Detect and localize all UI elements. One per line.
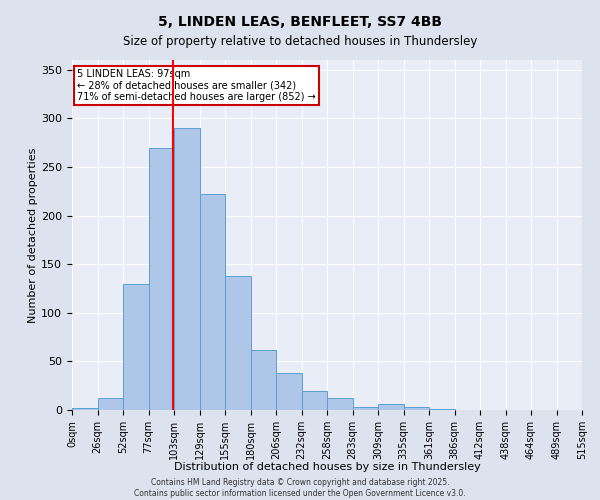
Text: Contains HM Land Registry data © Crown copyright and database right 2025.
Contai: Contains HM Land Registry data © Crown c… <box>134 478 466 498</box>
Bar <box>276 373 302 410</box>
Text: 5, LINDEN LEAS, BENFLEET, SS7 4BB: 5, LINDEN LEAS, BENFLEET, SS7 4BB <box>158 15 442 29</box>
Bar <box>199 194 225 410</box>
Text: Size of property relative to detached houses in Thundersley: Size of property relative to detached ho… <box>123 35 477 48</box>
X-axis label: Distribution of detached houses by size in Thundersley: Distribution of detached houses by size … <box>173 462 481 472</box>
Bar <box>353 407 378 410</box>
Text: 5 LINDEN LEAS: 97sqm
← 28% of detached houses are smaller (342)
71% of semi-deta: 5 LINDEN LEAS: 97sqm ← 28% of detached h… <box>77 69 316 102</box>
Y-axis label: Number of detached properties: Number of detached properties <box>28 148 38 322</box>
Bar <box>302 390 327 410</box>
Bar <box>225 276 251 410</box>
Bar <box>378 404 404 410</box>
Bar <box>327 398 353 410</box>
Bar <box>404 407 429 410</box>
Bar <box>72 408 97 410</box>
Bar <box>251 350 276 410</box>
Bar <box>174 128 199 410</box>
Bar <box>429 409 455 410</box>
Bar <box>97 398 123 410</box>
Bar <box>149 148 174 410</box>
Bar <box>123 284 149 410</box>
